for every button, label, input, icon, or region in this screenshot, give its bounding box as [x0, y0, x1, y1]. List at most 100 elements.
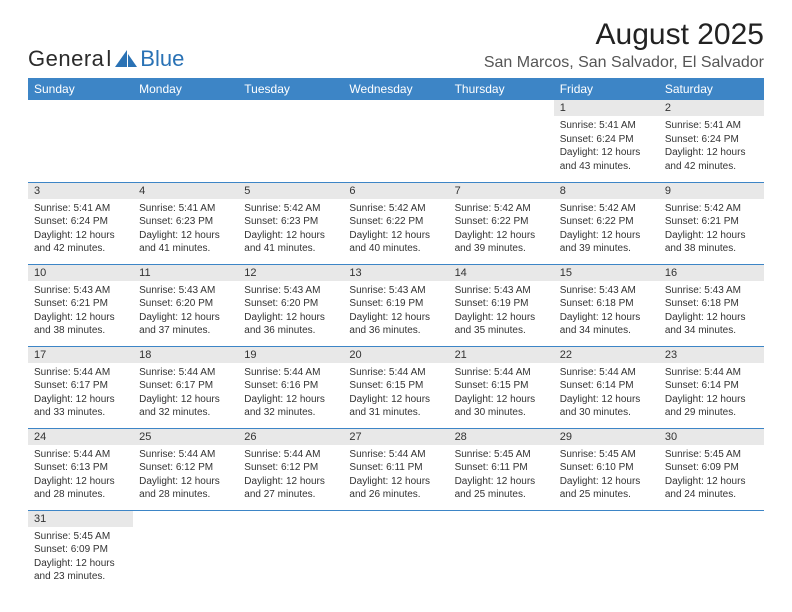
day-content: Sunrise: 5:43 AMSunset: 6:20 PMDaylight:… — [133, 281, 238, 342]
calendar-day-cell: 28Sunrise: 5:45 AMSunset: 6:11 PMDayligh… — [449, 428, 554, 510]
day-number: 25 — [133, 429, 238, 445]
weekday-header: Monday — [133, 78, 238, 100]
sunrise-text: Sunrise: 5:42 AM — [560, 202, 653, 216]
day-number: 19 — [238, 347, 343, 363]
header: General Blue August 2025 San Marcos, San… — [28, 18, 764, 72]
day-number: 20 — [343, 347, 448, 363]
sunset-text: Sunset: 6:11 PM — [455, 461, 548, 475]
calendar-day-cell: 23Sunrise: 5:44 AMSunset: 6:14 PMDayligh… — [659, 346, 764, 428]
sunrise-text: Sunrise: 5:41 AM — [560, 119, 653, 133]
day-content: Sunrise: 5:41 AMSunset: 6:23 PMDaylight:… — [133, 199, 238, 260]
title-block: August 2025 San Marcos, San Salvador, El… — [484, 18, 764, 72]
sunset-text: Sunset: 6:24 PM — [560, 133, 653, 147]
day-number: 22 — [554, 347, 659, 363]
day-number: 28 — [449, 429, 554, 445]
sunrise-text: Sunrise: 5:45 AM — [665, 448, 758, 462]
daylight-text: Daylight: 12 hours and 39 minutes. — [560, 229, 653, 256]
day-content: Sunrise: 5:44 AMSunset: 6:11 PMDaylight:… — [343, 445, 448, 506]
calendar-day-cell: 6Sunrise: 5:42 AMSunset: 6:22 PMDaylight… — [343, 182, 448, 264]
day-content: Sunrise: 5:44 AMSunset: 6:14 PMDaylight:… — [554, 363, 659, 424]
calendar-week-row: 31Sunrise: 5:45 AMSunset: 6:09 PMDayligh… — [28, 510, 764, 592]
logo-text-blue: Blue — [140, 46, 184, 72]
sunset-text: Sunset: 6:09 PM — [665, 461, 758, 475]
day-content: Sunrise: 5:42 AMSunset: 6:22 PMDaylight:… — [343, 199, 448, 260]
day-content: Sunrise: 5:42 AMSunset: 6:22 PMDaylight:… — [449, 199, 554, 260]
day-number: 13 — [343, 265, 448, 281]
daylight-text: Daylight: 12 hours and 39 minutes. — [455, 229, 548, 256]
day-number: 1 — [554, 100, 659, 116]
weekday-header-row: Sunday Monday Tuesday Wednesday Thursday… — [28, 78, 764, 100]
day-number: 5 — [238, 183, 343, 199]
sunset-text: Sunset: 6:21 PM — [665, 215, 758, 229]
sunset-text: Sunset: 6:16 PM — [244, 379, 337, 393]
calendar-week-row: 10Sunrise: 5:43 AMSunset: 6:21 PMDayligh… — [28, 264, 764, 346]
daylight-text: Daylight: 12 hours and 28 minutes. — [139, 475, 232, 502]
day-content: Sunrise: 5:41 AMSunset: 6:24 PMDaylight:… — [554, 116, 659, 177]
sunset-text: Sunset: 6:24 PM — [665, 133, 758, 147]
day-content: Sunrise: 5:43 AMSunset: 6:19 PMDaylight:… — [343, 281, 448, 342]
sunrise-text: Sunrise: 5:43 AM — [560, 284, 653, 298]
daylight-text: Daylight: 12 hours and 36 minutes. — [349, 311, 442, 338]
day-number: 17 — [28, 347, 133, 363]
day-number: 30 — [659, 429, 764, 445]
sunset-text: Sunset: 6:23 PM — [139, 215, 232, 229]
sunrise-text: Sunrise: 5:44 AM — [139, 366, 232, 380]
day-content: Sunrise: 5:43 AMSunset: 6:18 PMDaylight:… — [659, 281, 764, 342]
sunset-text: Sunset: 6:14 PM — [560, 379, 653, 393]
day-content: Sunrise: 5:44 AMSunset: 6:16 PMDaylight:… — [238, 363, 343, 424]
sunset-text: Sunset: 6:18 PM — [665, 297, 758, 311]
calendar-empty-cell — [28, 100, 133, 182]
sunset-text: Sunset: 6:12 PM — [139, 461, 232, 475]
day-number: 11 — [133, 265, 238, 281]
day-number: 16 — [659, 265, 764, 281]
calendar-day-cell: 20Sunrise: 5:44 AMSunset: 6:15 PMDayligh… — [343, 346, 448, 428]
day-content: Sunrise: 5:43 AMSunset: 6:18 PMDaylight:… — [554, 281, 659, 342]
location: San Marcos, San Salvador, El Salvador — [484, 54, 764, 72]
calendar-day-cell: 25Sunrise: 5:44 AMSunset: 6:12 PMDayligh… — [133, 428, 238, 510]
weekday-header: Sunday — [28, 78, 133, 100]
day-number: 15 — [554, 265, 659, 281]
calendar-table: Sunday Monday Tuesday Wednesday Thursday… — [28, 78, 764, 592]
daylight-text: Daylight: 12 hours and 36 minutes. — [244, 311, 337, 338]
logo-sail-icon — [115, 50, 137, 68]
sunset-text: Sunset: 6:15 PM — [349, 379, 442, 393]
calendar-empty-cell — [659, 510, 764, 592]
calendar-day-cell: 11Sunrise: 5:43 AMSunset: 6:20 PMDayligh… — [133, 264, 238, 346]
sunset-text: Sunset: 6:18 PM — [560, 297, 653, 311]
daylight-text: Daylight: 12 hours and 30 minutes. — [455, 393, 548, 420]
day-number: 10 — [28, 265, 133, 281]
logo: General Blue — [28, 40, 184, 72]
sunrise-text: Sunrise: 5:44 AM — [560, 366, 653, 380]
calendar-day-cell: 12Sunrise: 5:43 AMSunset: 6:20 PMDayligh… — [238, 264, 343, 346]
calendar-empty-cell — [343, 510, 448, 592]
daylight-text: Daylight: 12 hours and 43 minutes. — [560, 146, 653, 173]
daylight-text: Daylight: 12 hours and 27 minutes. — [244, 475, 337, 502]
daylight-text: Daylight: 12 hours and 25 minutes. — [455, 475, 548, 502]
sunrise-text: Sunrise: 5:43 AM — [455, 284, 548, 298]
calendar-day-cell: 22Sunrise: 5:44 AMSunset: 6:14 PMDayligh… — [554, 346, 659, 428]
calendar-day-cell: 1Sunrise: 5:41 AMSunset: 6:24 PMDaylight… — [554, 100, 659, 182]
sunset-text: Sunset: 6:20 PM — [244, 297, 337, 311]
day-content: Sunrise: 5:41 AMSunset: 6:24 PMDaylight:… — [28, 199, 133, 260]
daylight-text: Daylight: 12 hours and 26 minutes. — [349, 475, 442, 502]
sunset-text: Sunset: 6:20 PM — [139, 297, 232, 311]
calendar-week-row: 24Sunrise: 5:44 AMSunset: 6:13 PMDayligh… — [28, 428, 764, 510]
sunset-text: Sunset: 6:17 PM — [34, 379, 127, 393]
day-number: 26 — [238, 429, 343, 445]
sunrise-text: Sunrise: 5:44 AM — [244, 366, 337, 380]
day-content: Sunrise: 5:45 AMSunset: 6:09 PMDaylight:… — [28, 527, 133, 588]
logo-text-genera: Genera — [28, 46, 104, 72]
sunrise-text: Sunrise: 5:44 AM — [455, 366, 548, 380]
daylight-text: Daylight: 12 hours and 42 minutes. — [34, 229, 127, 256]
calendar-empty-cell — [449, 510, 554, 592]
daylight-text: Daylight: 12 hours and 33 minutes. — [34, 393, 127, 420]
calendar-empty-cell — [133, 100, 238, 182]
sunset-text: Sunset: 6:19 PM — [455, 297, 548, 311]
calendar-day-cell: 24Sunrise: 5:44 AMSunset: 6:13 PMDayligh… — [28, 428, 133, 510]
daylight-text: Daylight: 12 hours and 41 minutes. — [139, 229, 232, 256]
sunset-text: Sunset: 6:19 PM — [349, 297, 442, 311]
day-number: 6 — [343, 183, 448, 199]
day-number: 31 — [28, 511, 133, 527]
month-title: August 2025 — [484, 18, 764, 52]
calendar-day-cell: 3Sunrise: 5:41 AMSunset: 6:24 PMDaylight… — [28, 182, 133, 264]
